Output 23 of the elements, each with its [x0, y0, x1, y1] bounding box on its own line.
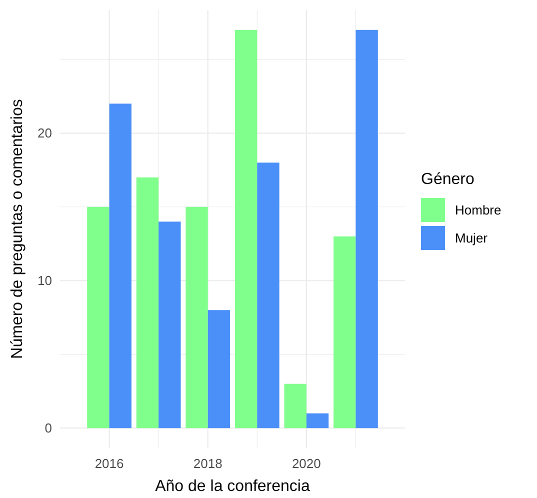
legend-label: Hombre — [455, 202, 502, 218]
bar — [136, 177, 159, 428]
x-axis-title: Año de la conferencia — [155, 478, 310, 495]
bar — [208, 310, 230, 428]
y-tick-label: 0 — [44, 420, 52, 436]
bar — [334, 236, 356, 428]
y-tick-label: 10 — [38, 273, 52, 288]
bar — [356, 30, 378, 428]
bar — [186, 206, 208, 428]
y-tick-label: 20 — [38, 126, 52, 141]
x-tick-label: 2016 — [94, 456, 124, 471]
legend-title: Género — [421, 171, 474, 188]
bar — [87, 206, 110, 428]
x-tick-label: 2020 — [292, 456, 321, 471]
x-tick-label: 2018 — [193, 456, 222, 471]
bar — [109, 104, 132, 428]
bar — [257, 162, 280, 428]
bar — [284, 384, 306, 428]
legend-label: Mujer — [455, 230, 488, 246]
bar — [158, 222, 181, 428]
bar — [234, 30, 258, 428]
y-axis-title: Número de preguntas o comentarios — [9, 99, 26, 359]
bar — [306, 413, 329, 428]
